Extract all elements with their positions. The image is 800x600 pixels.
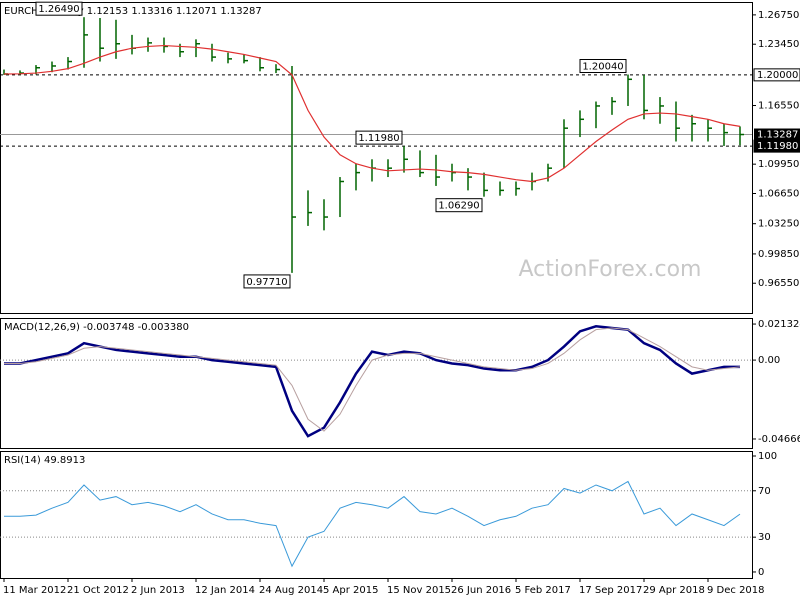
current-price-box — [754, 128, 800, 141]
annotation-box — [355, 130, 403, 145]
y-tick-label: 0.96550 — [758, 278, 799, 289]
x-tick-label: 17 Sep 2017 — [579, 585, 642, 596]
series-line — [4, 327, 741, 432]
y-tick-label: 30 — [758, 532, 771, 543]
y-tick-label: 1.06650 — [758, 188, 799, 199]
y-tick-label: 1.26750 — [758, 10, 799, 21]
y-tick-label: 0.021324 — [758, 319, 800, 330]
x-tick-label: 2 Jun 2013 — [131, 585, 185, 596]
annotation-box — [579, 59, 627, 74]
pane-frame — [0, 318, 753, 449]
x-tick-label: 26 Jun 2016 — [451, 585, 511, 596]
y-tick-label: 70 — [758, 486, 771, 497]
annotation-label: 1.26490 — [38, 4, 79, 15]
x-tick-label: 5 Feb 2017 — [515, 585, 571, 596]
x-tick-label: 5 Apr 2015 — [323, 585, 378, 596]
series-line — [4, 480, 741, 568]
level-label: 1.20000 — [757, 70, 798, 81]
y-tick-label: 1.16550 — [758, 101, 799, 112]
pane-title: RSI(14) 49.8913 — [4, 455, 85, 466]
y-tick-label: 1.03250 — [758, 219, 799, 230]
y-tick-label: 0 — [758, 567, 764, 578]
pane-frame — [0, 451, 753, 579]
pane-title: EURCHF,Weekly 1.12153 1.13316 1.12071 1.… — [4, 6, 262, 17]
current-price-label: 1.13287 — [757, 130, 798, 141]
x-tick-label: 9 Dec 2018 — [707, 585, 765, 596]
annotation-box — [243, 274, 291, 289]
x-tick-label: 12 Jan 2014 — [195, 585, 255, 596]
pane-frame — [0, 2, 753, 314]
x-tick-label: 24 Aug 2014 — [259, 585, 323, 596]
annotation-label: 1.06290 — [438, 201, 479, 212]
x-tick-label: 15 Nov 2015 — [387, 585, 451, 596]
annotation-label: 1.20040 — [582, 62, 623, 73]
x-tick-label: 11 Mar 2012 — [3, 585, 66, 596]
x-tick-label: 21 Oct 2012 — [67, 585, 129, 596]
annotation-box — [35, 1, 83, 16]
y-tick-label: 100 — [758, 451, 777, 462]
y-tick-label: 1.09950 — [758, 159, 799, 170]
watermark: ActionForex.com — [519, 257, 702, 282]
annotation-label: 1.11980 — [358, 133, 399, 144]
annotation-label: 0.97710 — [246, 277, 287, 288]
level-label-box — [753, 68, 800, 82]
annotation-box — [435, 198, 483, 213]
y-tick-label: -0.046663 — [758, 434, 800, 445]
y-tick-label: 0.99850 — [758, 249, 799, 260]
y-tick-label: 0.00 — [758, 355, 780, 366]
x-tick-label: 29 Apr 2018 — [643, 585, 705, 596]
moving-average — [3, 44, 741, 183]
pane-title: MACD(12,26,9) -0.003748 -0.003380 — [4, 322, 189, 333]
level-label: 1.11980 — [757, 141, 798, 152]
y-tick-label: 1.23450 — [758, 39, 799, 50]
